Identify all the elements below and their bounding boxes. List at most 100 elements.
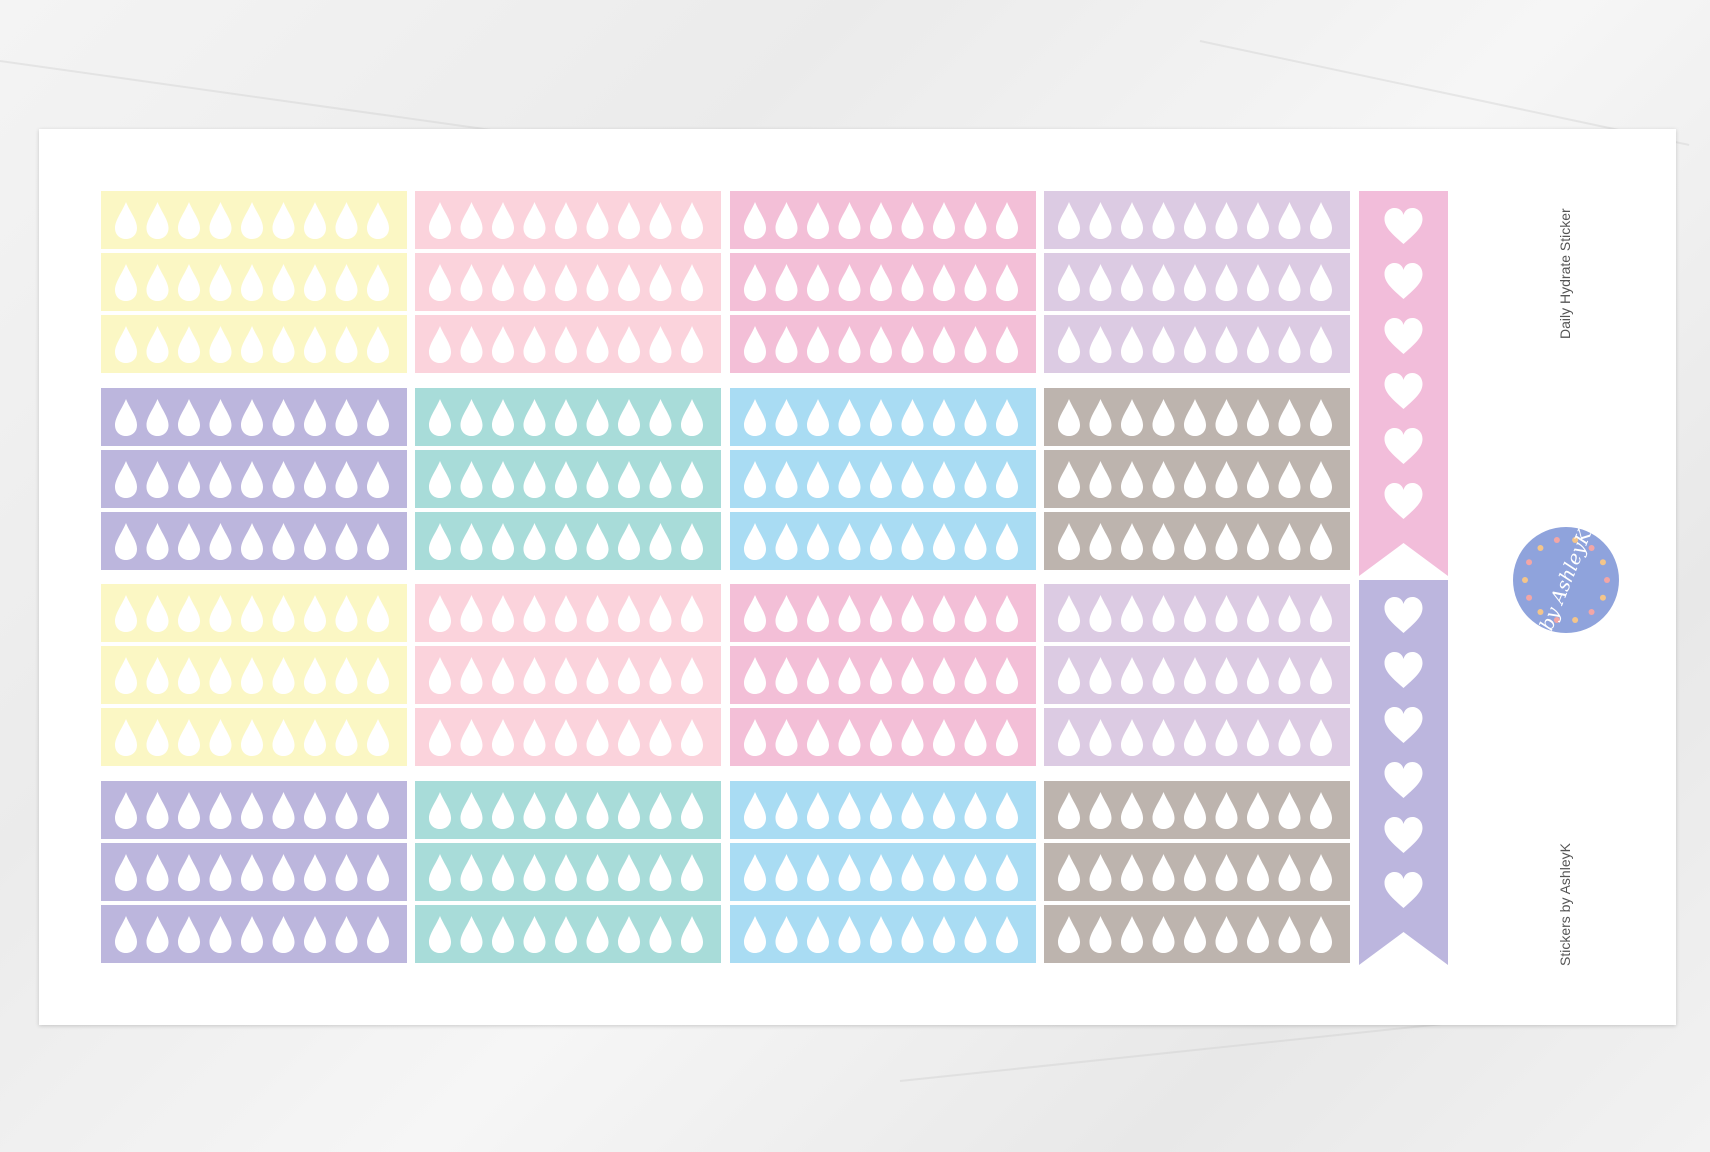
water-drop-icon	[1247, 595, 1269, 632]
water-drop-icon	[964, 398, 987, 436]
water-drop-icon	[1152, 915, 1175, 953]
water-drop-icon	[1278, 522, 1301, 560]
water-drop-icon	[429, 595, 451, 632]
water-drop-icon	[838, 460, 861, 498]
water-drop-icon	[901, 915, 924, 953]
water-drop-icon	[241, 853, 263, 891]
water-drop-icon	[429, 657, 451, 694]
water-drop-icon	[870, 202, 892, 239]
water-drop-icon	[209, 719, 232, 756]
heart-icon	[1384, 373, 1423, 409]
water-drop-icon	[178, 791, 200, 829]
water-drop-icon	[304, 460, 326, 498]
water-drop-icon	[838, 326, 861, 363]
water-drop-icon	[1184, 460, 1206, 498]
water-drop-icon	[775, 202, 798, 239]
water-drop-icon	[807, 264, 829, 301]
drop-strip-sticker	[1044, 387, 1350, 446]
water-drop-icon	[272, 398, 295, 436]
water-drop-icon	[241, 657, 263, 694]
drop-strip-sticker	[101, 191, 407, 249]
drop-strip-sticker	[101, 780, 407, 839]
logo-heart-dot	[1526, 559, 1533, 566]
water-drop-icon	[146, 460, 169, 498]
heart-icon	[1384, 707, 1423, 743]
water-drop-icon	[1278, 326, 1301, 363]
water-drop-icon	[178, 398, 200, 436]
water-drop-icon	[649, 915, 672, 953]
water-drop-icon	[241, 595, 263, 632]
water-drop-icon	[807, 853, 829, 891]
water-drop-icon	[618, 915, 640, 953]
water-drop-icon	[115, 398, 137, 436]
water-drop-icon	[1058, 657, 1080, 694]
drop-strip-sticker	[415, 646, 721, 704]
water-drop-icon	[996, 791, 1018, 829]
drop-strip-sticker	[415, 449, 721, 508]
water-drop-icon	[618, 522, 640, 560]
water-drop-icon	[1058, 398, 1080, 436]
water-drop-icon	[1215, 326, 1238, 363]
water-drop-icon	[1310, 460, 1332, 498]
water-drop-icon	[744, 915, 766, 953]
water-drop-icon	[523, 791, 546, 829]
water-drop-icon	[964, 522, 987, 560]
water-drop-icon	[744, 460, 766, 498]
drop-strip-sticker	[730, 842, 1036, 901]
water-drop-icon	[964, 791, 987, 829]
water-drop-icon	[523, 460, 546, 498]
water-drop-icon	[933, 719, 955, 756]
drop-strip-sticker	[1044, 584, 1350, 642]
water-drop-icon	[901, 595, 924, 632]
water-drop-icon	[367, 522, 389, 560]
water-drop-icon	[618, 719, 640, 756]
water-drop-icon	[649, 595, 672, 632]
heart-icon	[1384, 318, 1423, 354]
water-drop-icon	[1310, 719, 1332, 756]
heart-icon	[1384, 428, 1423, 464]
water-drop-icon	[618, 326, 640, 363]
drop-strip-sticker	[730, 584, 1036, 642]
water-drop-icon	[1310, 853, 1332, 891]
water-drop-icon	[460, 915, 483, 953]
water-drop-icon	[586, 460, 609, 498]
water-drop-icon	[1215, 915, 1238, 953]
water-drop-icon	[460, 202, 483, 239]
water-drop-icon	[586, 915, 609, 953]
water-drop-icon	[1184, 264, 1206, 301]
water-drop-icon	[115, 264, 137, 301]
drop-strip-sticker	[730, 315, 1036, 373]
water-drop-icon	[681, 853, 703, 891]
water-drop-icon	[807, 460, 829, 498]
water-drop-icon	[681, 264, 703, 301]
drop-strip-sticker	[415, 842, 721, 901]
water-drop-icon	[1278, 915, 1301, 953]
water-drop-icon	[1089, 522, 1112, 560]
water-drop-icon	[146, 398, 169, 436]
water-drop-icon	[146, 791, 169, 829]
water-drop-icon	[304, 264, 326, 301]
water-drop-icon	[964, 853, 987, 891]
water-drop-icon	[115, 657, 137, 694]
water-drop-icon	[272, 657, 295, 694]
water-drop-icon	[870, 719, 892, 756]
water-drop-icon	[807, 398, 829, 436]
water-drop-icon	[744, 853, 766, 891]
water-drop-icon	[1152, 398, 1175, 436]
water-drop-icon	[1215, 657, 1238, 694]
water-drop-icon	[1310, 202, 1332, 239]
water-drop-icon	[1184, 791, 1206, 829]
drop-strip-sticker	[415, 253, 721, 311]
water-drop-icon	[492, 657, 514, 694]
water-drop-icon	[178, 915, 200, 953]
water-drop-icon	[115, 522, 137, 560]
water-drop-icon	[209, 326, 232, 363]
water-drop-icon	[146, 326, 169, 363]
heart-icon	[1384, 208, 1423, 244]
water-drop-icon	[146, 522, 169, 560]
water-drop-icon	[870, 264, 892, 301]
water-drop-icon	[272, 522, 295, 560]
water-drop-icon	[618, 264, 640, 301]
water-drop-icon	[460, 853, 483, 891]
water-drop-icon	[933, 398, 955, 436]
